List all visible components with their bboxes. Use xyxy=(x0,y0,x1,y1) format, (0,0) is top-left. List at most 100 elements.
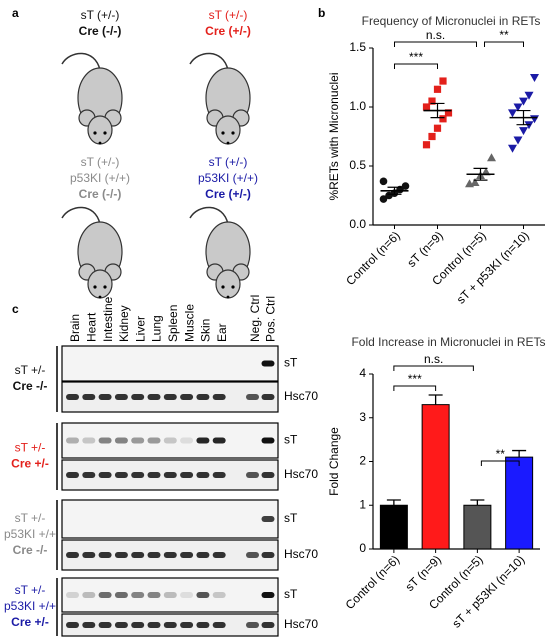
significance-bracket xyxy=(393,385,437,391)
x-tick-label: Control (n=6) xyxy=(343,552,403,612)
panel-label: a xyxy=(12,6,19,20)
bar xyxy=(379,504,408,550)
blot-band xyxy=(147,437,161,444)
mouse-eye xyxy=(103,285,107,289)
sem-bar xyxy=(516,109,531,126)
mouse-head xyxy=(215,115,241,145)
data-point xyxy=(428,132,436,141)
blot-frame xyxy=(61,499,279,539)
mouse-tail xyxy=(189,52,229,71)
y-tick-label: 1.0 xyxy=(349,99,366,113)
blot-frame xyxy=(61,345,279,382)
significance-bracket xyxy=(480,460,520,466)
group-label: Cre -/- xyxy=(13,543,48,557)
data-point xyxy=(487,153,496,162)
sem-bar xyxy=(473,167,488,181)
data-point xyxy=(433,124,442,132)
blot-band xyxy=(131,552,145,558)
blot-band xyxy=(114,552,128,558)
row-label: sT xyxy=(284,587,298,601)
blot-band xyxy=(163,592,177,598)
mouse-head xyxy=(87,269,113,299)
blot-band xyxy=(66,437,79,444)
blot-band xyxy=(163,622,177,628)
blot-band xyxy=(261,516,275,522)
blot-band xyxy=(98,592,112,598)
blot-band xyxy=(98,622,112,628)
genotype-label: p53KI (+/+) xyxy=(198,171,258,185)
blot-frame xyxy=(61,422,279,459)
blot-band xyxy=(131,437,145,444)
genotype-label: Cre (+/-) xyxy=(205,187,251,201)
blot-band xyxy=(131,592,145,598)
x-tick-label: sT (n=9) xyxy=(402,552,444,594)
error-bar xyxy=(386,499,401,506)
blot-band xyxy=(98,437,112,444)
x-tick-label: Control (n=6) xyxy=(343,228,403,288)
blot-band xyxy=(82,472,96,478)
genotype-label: sT (+/-) xyxy=(81,155,120,169)
bar xyxy=(421,404,450,550)
genotype-label: Cre (+/-) xyxy=(205,24,251,38)
data-point xyxy=(439,77,447,85)
error-bar xyxy=(428,394,443,405)
row-label: sT xyxy=(284,433,298,447)
blot-band xyxy=(261,360,275,367)
mouse-eye xyxy=(103,131,107,135)
mouse-nose xyxy=(226,295,230,299)
blot-band xyxy=(246,622,259,628)
y-tick-label: 4 xyxy=(359,366,366,380)
significance-label: n.s. xyxy=(426,28,445,42)
blot-band xyxy=(261,394,275,400)
mouse-icon xyxy=(189,206,251,299)
genotype-label: p53KI (+/+) xyxy=(70,171,130,185)
mouse-tail xyxy=(61,206,101,225)
lane-label: Kidney xyxy=(117,305,131,342)
blot-band xyxy=(98,472,112,478)
blot-band xyxy=(82,592,96,598)
blot-band xyxy=(147,472,161,478)
blot-band xyxy=(196,437,210,444)
data-point xyxy=(513,103,523,112)
mouse-nose xyxy=(98,141,102,145)
lane-label: Spleen xyxy=(166,305,180,342)
group-label: Cre +/- xyxy=(11,457,49,471)
row-label: sT xyxy=(284,356,298,370)
blot-band xyxy=(66,472,79,478)
lane-label: Skin xyxy=(199,319,213,342)
blot-band xyxy=(131,394,145,400)
blot-frame xyxy=(61,539,279,571)
significance-bracket xyxy=(393,365,474,371)
blot-band xyxy=(180,437,194,444)
data-point xyxy=(428,97,436,105)
blot-band xyxy=(147,552,161,558)
blot-band xyxy=(261,472,275,478)
blot-band xyxy=(212,472,226,478)
blot-band xyxy=(212,592,226,598)
mouse-head xyxy=(215,269,241,299)
mouse-icon xyxy=(61,206,123,299)
mouse-icon xyxy=(189,52,251,145)
genotype-label: sT (+/-) xyxy=(209,155,248,169)
x-tick-label: sT + p53KI (n=10) xyxy=(449,552,527,630)
data-point xyxy=(422,141,431,149)
blot-band xyxy=(212,552,226,558)
blot-band xyxy=(196,552,210,558)
blot-band xyxy=(114,592,128,598)
mouse-nose xyxy=(98,295,102,299)
y-tick-label: 2 xyxy=(359,454,366,468)
mouse-head xyxy=(87,115,113,145)
row-label: Hsc70 xyxy=(284,467,318,481)
data-point xyxy=(470,178,480,187)
genotype-label: Cre (-/-) xyxy=(79,187,122,201)
blot-band xyxy=(66,592,79,598)
blot-band xyxy=(261,552,275,558)
blot-band xyxy=(163,472,177,478)
data-point xyxy=(422,103,431,111)
lane-label: Ear xyxy=(215,323,229,342)
chart-title: Frequency of Micronuclei in RETs xyxy=(362,14,541,28)
blot-band xyxy=(261,437,275,444)
data-point xyxy=(379,177,388,186)
blot-band xyxy=(196,394,210,400)
blot-band xyxy=(180,394,194,400)
